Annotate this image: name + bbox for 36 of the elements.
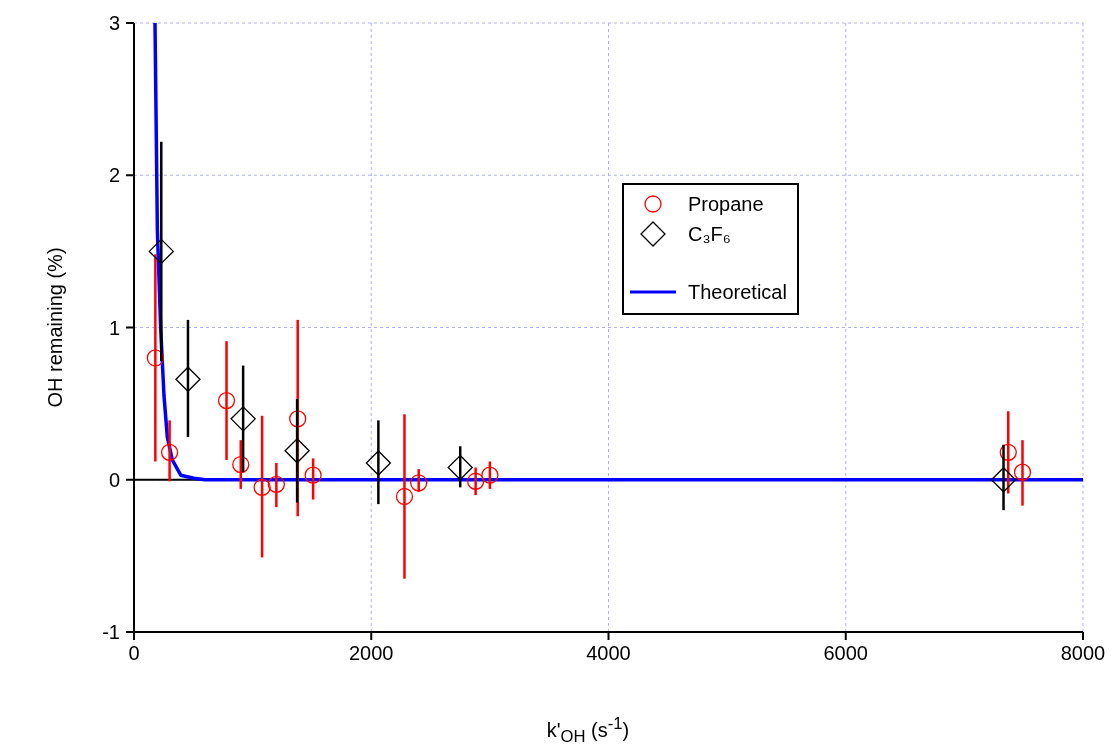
- x-tick-label: 0: [128, 642, 140, 665]
- y-tick-label: 0: [108, 468, 120, 491]
- point: [410, 474, 428, 492]
- point: [365, 450, 392, 476]
- point: [175, 366, 201, 392]
- y-tick-label: -1: [102, 621, 120, 644]
- point: [146, 349, 164, 367]
- point: [267, 475, 285, 493]
- point: [289, 410, 307, 428]
- point: [253, 478, 271, 497]
- y-axis-title: OH remaining (%): [44, 247, 67, 408]
- x-axis-title: k'$_{OH}$ (s$^{-1}$): [545, 714, 631, 747]
- y-tick-label: 3: [108, 12, 120, 35]
- point: [990, 467, 1017, 493]
- point: [481, 466, 499, 484]
- point: [217, 391, 236, 410]
- legend-label: Propane: [688, 192, 764, 216]
- legend-label: Theoretical: [688, 280, 787, 304]
- y-tick-label: 1: [108, 316, 120, 339]
- point: [304, 466, 322, 484]
- x-tick-label: 8000: [1060, 642, 1106, 665]
- point: [284, 438, 310, 464]
- y-tick-label: 2: [108, 164, 120, 187]
- x-tick-label: 4000: [586, 642, 631, 665]
- x-tick-label: 2000: [349, 642, 394, 665]
- point: [999, 443, 1017, 461]
- point: [148, 238, 174, 265]
- point: [160, 443, 179, 461]
- x-tick-label: 6000: [823, 642, 868, 665]
- point: [395, 487, 414, 506]
- point: [447, 454, 473, 481]
- point: [466, 472, 485, 490]
- point: [230, 406, 256, 432]
- legend-label: C₃F₆: [688, 222, 731, 246]
- point: [232, 455, 250, 474]
- point: [1013, 463, 1032, 481]
